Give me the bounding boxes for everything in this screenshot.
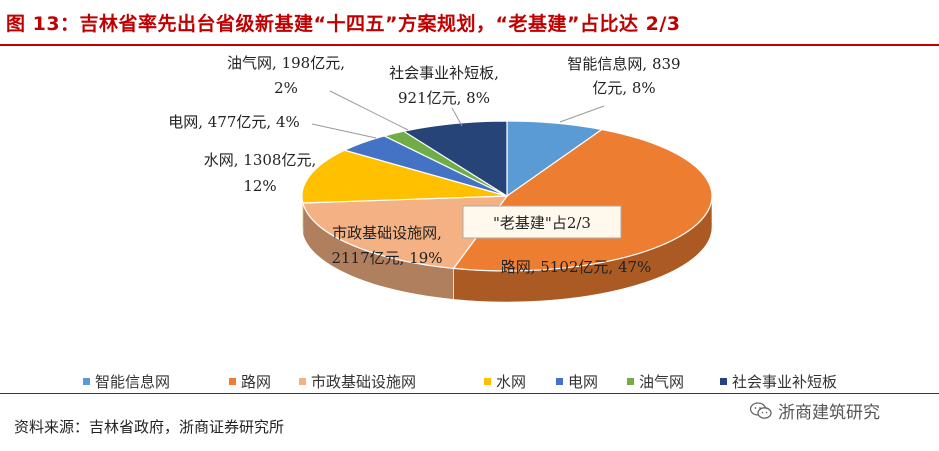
slice-3 [302,195,509,270]
slice-labels: 智能信息网, 839 亿元, 8% 路网, 5102亿元, 47% 市政基础设施网, 2… [168,54,680,276]
legend-label-6: 油气网 [639,373,684,391]
wechat-icon [750,401,772,419]
leader-line-5 [311,123,377,139]
legend-swatch-2 [229,378,236,385]
source-note: 资料来源：吉林省政府，浙商证券研究所 [14,418,285,436]
watermark-text: 浙商建筑研究 [778,403,880,423]
footer-divider [0,393,939,394]
data-label-3-line-2: 2117亿元, 19% [331,249,442,267]
legend-swatch-5 [556,378,563,385]
legend-swatch-6 [627,378,634,385]
data-label-3-line-1: 市政基础设施网, [332,224,442,242]
data-label-1-line-1: 智能信息网, 839 [567,55,680,73]
leader-line-1 [559,105,605,123]
callout-text: "老基建"占2/3 [493,214,591,232]
data-label-7-line-1: 社会事业补短板, [389,64,499,82]
slice-4 [301,149,508,204]
slice-1 [506,120,604,198]
legend-label-2: 路网 [241,373,271,391]
legend-label-4: 水网 [496,373,526,391]
pie-chart: 智能信息网, 839 亿元, 8% 路网, 5102亿元, 47% 市政基础设施网, 2… [83,54,837,391]
figure-title: 图 13：吉林省率先出台省级新基建“十四五”方案规划，“老基建”占比达 2/3 [6,13,681,35]
data-label-1-line-2: 亿元, 8% [592,79,655,97]
data-label-6-line-2: 2% [274,79,298,97]
legend-swatch-1 [83,378,90,385]
leader-line-7 [451,107,463,127]
legend-label-7: 社会事业补短板 [732,373,837,391]
legend-swatch-3 [299,378,306,385]
legend-label-3: 市政基础设施网 [311,373,416,391]
data-label-6-line-1: 油气网, 198亿元, [227,54,345,72]
leader-line-6 [329,90,409,131]
data-label-4-line-2: 12% [243,177,276,195]
legend-swatch-4 [484,378,491,385]
slice-7 [402,120,508,198]
callout-box: "老基建"占2/3 [462,205,622,239]
legend-swatch-7 [720,378,727,385]
watermark: 浙商建筑研究 [750,398,880,423]
figure-title-bar: 图 13：吉林省率先出台省级新基建“十四五”方案规划，“老基建”占比达 2/3 [0,0,939,46]
legend-label-1: 智能信息网 [95,373,170,391]
legend-label-5: 电网 [568,373,598,391]
data-label-4-line-1: 水网, 1308亿元, [204,151,316,169]
data-label-7-line-2: 921亿元, 8% [398,89,490,107]
data-label-2-line-1: 路网, 5102亿元, 47% [501,258,652,276]
data-label-5-line-1: 电网, 477亿元, 4% [168,113,300,131]
legend: 智能信息网 路网 市政基础设施网 水网 电网 油气网 社会事业补短板 [83,373,837,391]
